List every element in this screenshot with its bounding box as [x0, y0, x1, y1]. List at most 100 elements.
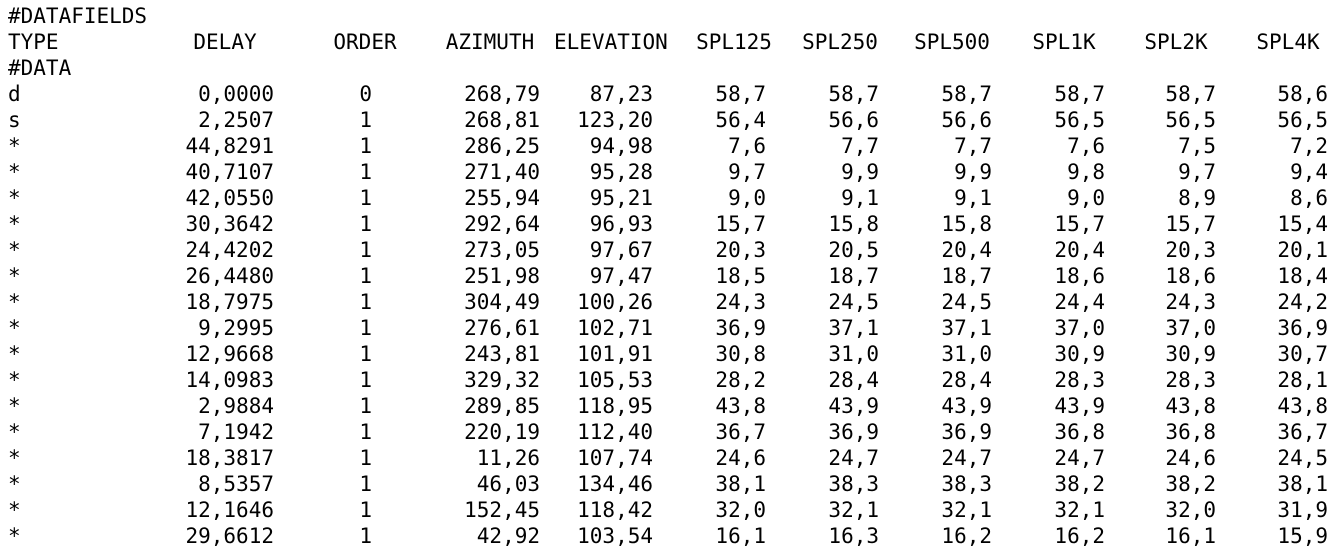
spl1k-cell: 38,2	[1054, 472, 1105, 496]
spl250-cell: 9,9	[841, 160, 879, 184]
spl125-cell: 20,3	[715, 238, 766, 262]
spl4k-cell: 38,1	[1277, 472, 1328, 496]
spl250-cell: 56,6	[828, 108, 879, 132]
order-cell: 1	[359, 472, 372, 496]
spl500-cell: 56,6	[941, 108, 992, 132]
spl250-cell: 18,7	[828, 264, 879, 288]
spl1k-cell: 24,7	[1054, 446, 1105, 470]
datafields-header-line: #DATAFIELDS	[0, 3, 1344, 29]
delay-cell: 26,4480	[185, 264, 274, 288]
spl250-cell: 20,5	[828, 238, 879, 262]
elevation-cell: 87,23	[589, 82, 653, 106]
azimuth-cell: 271,40	[464, 160, 540, 184]
spl4k-cell: 9,4	[1290, 160, 1328, 184]
delay-cell: 2,2507	[198, 108, 274, 132]
spl125-cell: 16,1	[715, 524, 766, 548]
spl250-cell: 31,0	[828, 342, 879, 366]
spl2k-cell: 16,1	[1165, 524, 1216, 548]
data-row: d 0,0000 0 268,79 87,23 58,7 58,7 58,7 58,7 58,7 5…	[0, 81, 1344, 107]
spl4k-cell: 15,4	[1277, 212, 1328, 236]
spl500-cell: 31,0	[941, 342, 992, 366]
spl250-cell: 38,3	[828, 472, 879, 496]
elevation-cell: 94,98	[589, 134, 653, 158]
elevation-cell: 123,20	[577, 108, 653, 132]
spl125-cell: 43,8	[715, 394, 766, 418]
data-row: * 24,4202 1 273,05 97,67 20,3 20,5 20,4 20,4 20,3…	[0, 237, 1344, 263]
type-cell: *	[8, 368, 21, 392]
spl250-cell: 58,7	[828, 82, 879, 106]
data-row: * 7,1942 1 220,19 112,40 36,7 36,9 36,9 36,8 36,8…	[0, 419, 1344, 445]
delay-cell: 12,1646	[185, 498, 274, 522]
order-cell: 1	[359, 108, 372, 132]
order-cell: 1	[359, 342, 372, 366]
azimuth-cell: 46,03	[476, 472, 540, 496]
spl4k-cell: 36,7	[1277, 420, 1328, 444]
spl1k-cell: 56,5	[1054, 108, 1105, 132]
spl125-cell: 28,2	[715, 368, 766, 392]
spl250-cell: 7,7	[841, 134, 879, 158]
data-row: * 14,0983 1 329,32 105,53 28,2 28,4 28,4 28,3 28,…	[0, 367, 1344, 393]
type-cell: *	[8, 342, 21, 366]
elevation-cell: 97,67	[589, 238, 653, 262]
elevation-cell: 102,71	[577, 316, 653, 340]
azimuth-cell: 152,45	[464, 498, 540, 522]
type-cell: *	[8, 446, 21, 470]
spl1k-cell: 9,0	[1067, 186, 1105, 210]
spl1k-cell: 9,8	[1067, 160, 1105, 184]
elevation-cell: 118,42	[577, 498, 653, 522]
spl125-cell: 30,8	[715, 342, 766, 366]
elevation-cell: 112,40	[577, 420, 653, 444]
azimuth-cell: 286,25	[464, 134, 540, 158]
spl1k-cell: 16,2	[1054, 524, 1105, 548]
spl1k-cell: 28,3	[1054, 368, 1105, 392]
delay-cell: 44,8291	[185, 134, 274, 158]
column-header-spl500: SPL500	[914, 30, 990, 54]
spl1k-cell: 32,1	[1054, 498, 1105, 522]
delay-cell: 30,3642	[185, 212, 274, 236]
spl125-cell: 15,7	[715, 212, 766, 236]
spl500-cell: 9,9	[954, 160, 992, 184]
azimuth-cell: 251,98	[464, 264, 540, 288]
spl125-cell: 36,9	[715, 316, 766, 340]
spl2k-cell: 30,9	[1165, 342, 1216, 366]
azimuth-cell: 268,79	[464, 82, 540, 106]
spl4k-cell: 7,2	[1290, 134, 1328, 158]
data-row: s 2,2507 1 268,81 123,20 56,4 56,6 56,6 56,5 56,5…	[0, 107, 1344, 133]
elevation-cell: 134,46	[577, 472, 653, 496]
spl500-cell: 20,4	[941, 238, 992, 262]
spl500-cell: 7,7	[954, 134, 992, 158]
column-header-delay: DELAY	[193, 30, 257, 54]
spl500-cell: 32,1	[941, 498, 992, 522]
type-cell: s	[8, 108, 21, 132]
elevation-cell: 97,47	[589, 264, 653, 288]
column-header-row: TYPE DELAY ORDER AZIMUTH ELEVATION SPL125 SPL2…	[0, 29, 1344, 55]
spl4k-cell: 31,9	[1277, 498, 1328, 522]
elevation-cell: 103,54	[577, 524, 653, 548]
spl4k-cell: 24,5	[1277, 446, 1328, 470]
type-cell: *	[8, 264, 21, 288]
delay-cell: 29,6612	[185, 524, 274, 548]
spl250-cell: 9,1	[841, 186, 879, 210]
type-cell: *	[8, 472, 21, 496]
spl4k-cell: 8,6	[1290, 186, 1328, 210]
delay-cell: 40,7107	[185, 160, 274, 184]
delay-cell: 2,9884	[198, 394, 274, 418]
azimuth-cell: 276,61	[464, 316, 540, 340]
delay-cell: 42,0550	[185, 186, 274, 210]
spl2k-cell: 18,6	[1165, 264, 1216, 288]
azimuth-cell: 273,05	[464, 238, 540, 262]
azimuth-cell: 243,81	[464, 342, 540, 366]
elevation-cell: 100,26	[577, 290, 653, 314]
spl2k-cell: 28,3	[1165, 368, 1216, 392]
spl125-cell: 7,6	[728, 134, 766, 158]
spl125-cell: 24,6	[715, 446, 766, 470]
azimuth-cell: 268,81	[464, 108, 540, 132]
spl125-cell: 58,7	[715, 82, 766, 106]
spl4k-cell: 56,5	[1277, 108, 1328, 132]
spl125-cell: 56,4	[715, 108, 766, 132]
type-cell: *	[8, 134, 21, 158]
spl500-cell: 37,1	[941, 316, 992, 340]
order-cell: 1	[359, 186, 372, 210]
data-row: * 44,8291 1 286,25 94,98 7,6 7,7 7,7 7,6 7,5 7,2	[0, 133, 1344, 159]
delay-cell: 14,0983	[185, 368, 274, 392]
